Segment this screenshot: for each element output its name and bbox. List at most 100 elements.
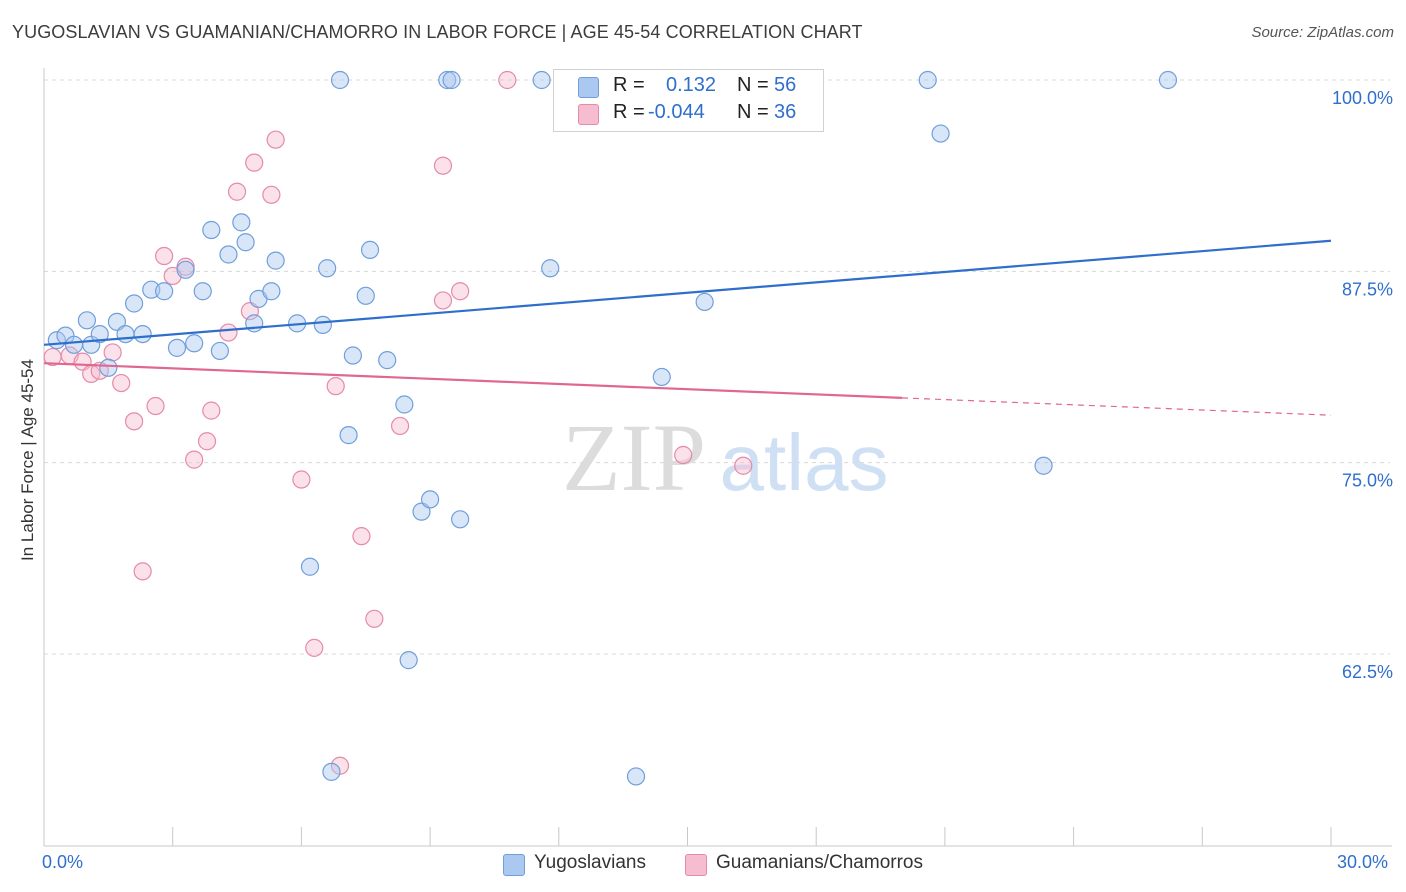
guamanian-point [305,638,324,657]
guamanian-point [734,456,753,475]
yugoslavian-point [330,70,350,90]
guamanian-point [433,291,453,310]
x-tick-label-max: 30.0% [1337,852,1389,872]
yugoslavian-point [626,767,646,786]
stats-legend: R = 0.132 N = 56 R = -0.044 N = 36 [553,69,824,132]
trend-line-guamanians-extension [901,397,1332,416]
bottom-legend-label: Guamanians/Chamorros [716,852,923,873]
trend-line-yugoslavians [43,239,1332,346]
trend-lines [43,239,1332,416]
series-guamanians-points [43,70,753,775]
guamanian-point [227,182,247,201]
yugoslavian-point [421,490,440,509]
yugoslavian-point [266,251,285,270]
yugoslavian-point [356,286,375,305]
guamanian-point [197,432,217,451]
bottom-legend-swatch-blue [503,854,525,876]
yugoslavian-point [395,395,414,414]
yugoslavian-point [532,70,551,90]
yugoslavian-point [185,334,204,353]
guamanian-point [352,527,371,546]
guamanian-point [365,609,384,628]
yugoslavian-point [124,294,144,313]
yugoslavian-point [262,282,281,301]
yugoslavian-point [210,341,229,361]
yugoslavian-point [232,213,251,232]
legend-r-value: 0.132 [666,74,717,96]
guamanian-point [292,470,311,489]
yugoslavian-point [300,557,320,576]
y-tick-label: 75.0% [1342,471,1393,491]
legend-n-label: N = [737,101,769,123]
legend-r-label: R = [613,74,645,96]
guamanian-point [202,401,221,420]
yugoslavian-point [167,338,187,357]
yugoslavian-point [695,292,714,312]
guamanian-point [103,343,122,362]
guamanian-point [433,156,453,175]
yugoslavian-point [90,324,109,344]
yugoslavian-point [931,124,950,143]
legend-swatch-pink [578,104,599,125]
yugoslavian-point [99,358,118,377]
x-tick-label-min: 0.0% [42,852,84,872]
y-tick-label: 62.5% [1342,662,1393,682]
watermark-atlas: atlas [720,418,889,507]
yugoslavian-point [1158,70,1178,90]
source-credit: Source: ZipAtlas.com [1251,24,1394,41]
yugoslavian-point [155,282,174,301]
yugoslavian-point [399,651,418,670]
legend-n-value: 56 [774,74,797,96]
yugoslavian-point [343,346,362,365]
guamanian-point [112,373,131,393]
watermark: ZIP atlas [562,404,888,511]
legend-swatch-blue [578,77,599,98]
yugoslavian-point [360,240,380,260]
y-tick-label: 100.0% [1332,88,1393,108]
guamanian-point [262,185,281,204]
bottom-legend-swatch-pink [685,854,707,876]
bottom-legend-label: Yugoslavians [534,852,646,873]
yugoslavian-point [652,367,671,387]
watermark-zip: ZIP [562,404,706,511]
yugoslavian-point [202,220,221,240]
yugoslavian-point [378,351,397,370]
legend-r-label: R = [613,101,645,123]
guamanian-point [155,246,174,266]
yugoslavian-point [318,259,337,278]
guamanian-point [245,153,264,172]
yugoslavian-point [451,510,470,529]
yugoslavian-point [77,311,97,330]
chart-title: YUGOSLAVIAN VS GUAMANIAN/CHAMORRO IN LAB… [12,22,863,42]
guamanian-point [326,377,345,396]
yugoslavian-point [313,315,332,335]
guamanian-point [674,445,693,465]
yugoslavian-point [541,259,560,278]
guamanian-point [266,130,285,149]
axes [43,68,1392,847]
guamanian-point [451,282,470,301]
yugoslavian-point [339,426,358,445]
yugoslavian-point [1034,456,1053,475]
guamanian-point [133,562,152,581]
guamanian-point [498,70,517,90]
y-axis-label: In Labor Force | Age 45-54 [18,359,37,561]
guamanian-point [146,396,165,416]
yugoslavian-point [442,70,461,90]
yugoslavian-point [236,233,255,252]
yugoslavian-point [193,282,212,301]
legend-n-value: 36 [774,101,797,123]
trend-line-guamanians [43,362,903,399]
y-tick-label: 87.5% [1342,279,1393,299]
guamanian-point [185,450,204,469]
guamanian-point [124,412,144,431]
guamanian-point [390,416,410,436]
legend-r-value: -0.044 [648,101,705,123]
yugoslavian-point [133,324,152,344]
legend-n-label: N = [737,74,769,96]
yugoslavian-point [176,260,195,279]
yugoslavian-point [219,245,238,264]
yugoslavian-point [116,324,135,344]
yugoslavian-point [918,70,937,90]
